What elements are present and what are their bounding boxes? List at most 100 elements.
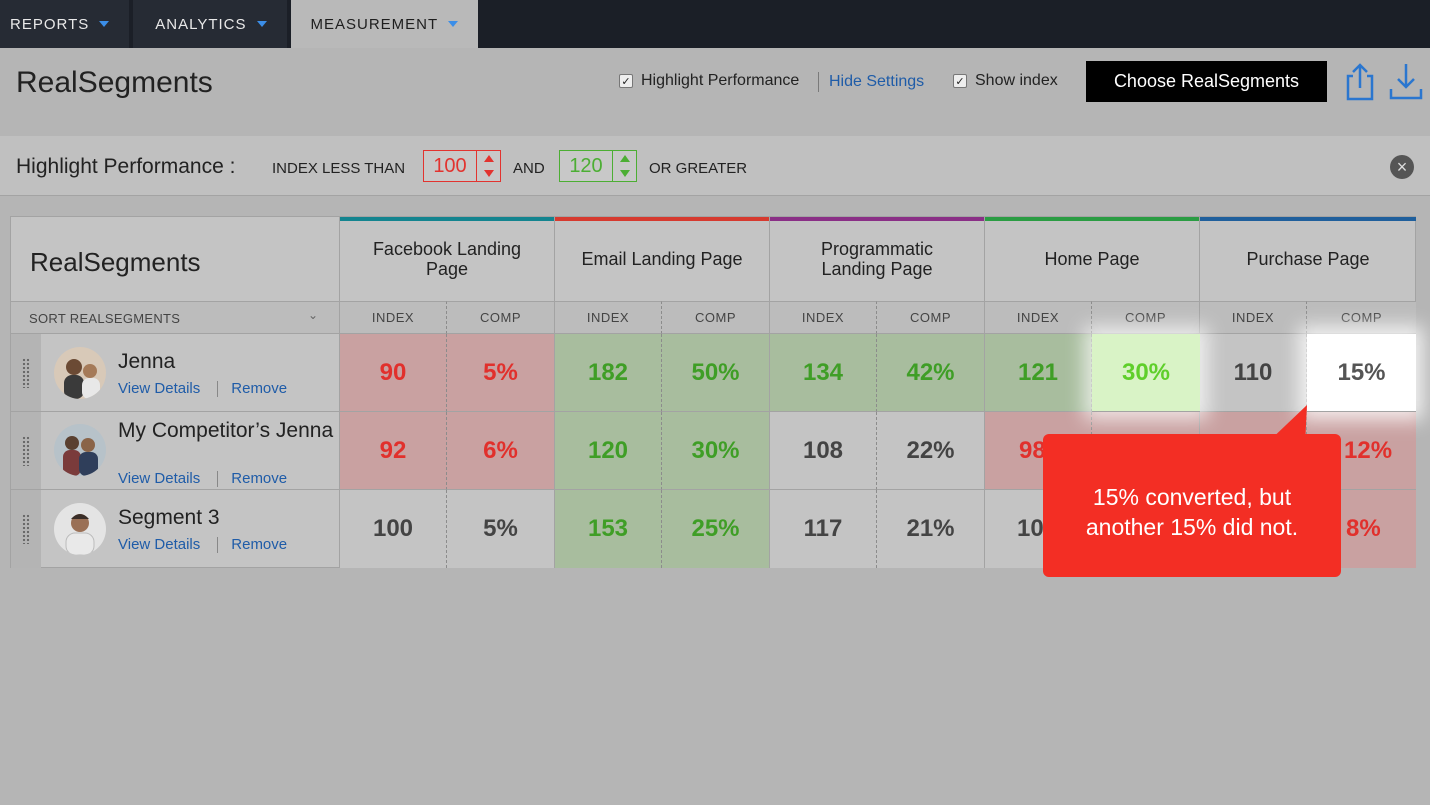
- index-column-header[interactable]: INDEX: [1200, 301, 1307, 334]
- index-cell: 121: [985, 334, 1092, 412]
- avatar: [54, 503, 106, 555]
- index-cell: 134: [770, 334, 877, 412]
- drag-handle-icon[interactable]: [11, 412, 41, 489]
- channel-header-email: Email Landing Page: [555, 217, 770, 301]
- low-threshold-value[interactable]: 100: [433, 154, 467, 177]
- channel-color-bar: [555, 217, 769, 221]
- and-label: AND: [513, 160, 545, 177]
- comp-column-header[interactable]: COMP: [877, 301, 985, 334]
- comp-cell: 50%: [662, 334, 770, 412]
- remove-link[interactable]: Remove: [231, 380, 288, 397]
- view-details-link[interactable]: View Details: [118, 470, 201, 487]
- tab-label: REPORTS: [10, 15, 90, 33]
- index-cell: 100: [340, 490, 447, 568]
- sort-label: SORT REALSEGMENTS: [29, 311, 181, 326]
- callout-line: 15% converted, but: [1092, 483, 1292, 510]
- index-column-header[interactable]: INDEX: [985, 301, 1092, 334]
- index-less-than-label: INDEX LESS THAN: [272, 160, 406, 177]
- tab-reports[interactable]: REPORTS: [0, 0, 130, 48]
- index-column-header[interactable]: INDEX: [340, 301, 447, 334]
- comp-cell: 22%: [877, 412, 985, 490]
- comp-cell: 5%: [447, 490, 555, 568]
- page-title: RealSegments: [16, 66, 213, 99]
- drag-handle-icon[interactable]: [11, 490, 41, 568]
- channel-name: Purchase Page: [1246, 249, 1370, 269]
- choose-realsegments-button[interactable]: Choose RealSegments: [1086, 61, 1327, 102]
- low-threshold-stepper[interactable]: 100: [423, 150, 501, 182]
- channel-color-bar: [770, 217, 984, 221]
- segments-title: RealSegments: [30, 247, 201, 277]
- hide-settings-link[interactable]: Hide Settings: [829, 73, 925, 90]
- segment-row: Segment 3 View Details Remove: [11, 490, 340, 568]
- index-cell: 110: [1200, 334, 1307, 412]
- channel-color-bar: [985, 217, 1199, 221]
- segment-name: Jenna: [118, 350, 176, 373]
- comp-cell: 30%: [662, 412, 770, 490]
- highlight-performance-toggle[interactable]: ✓ Highlight Performance: [619, 72, 799, 90]
- channel-name: Programmatic Landing Page: [820, 239, 934, 279]
- index-cell: 92: [340, 412, 447, 490]
- tab-analytics[interactable]: ANALYTICS: [133, 0, 287, 48]
- comp-column-header[interactable]: COMP: [1307, 301, 1416, 334]
- decrement-icon[interactable]: [477, 166, 500, 181]
- checkbox-checked-icon[interactable]: ✓: [953, 74, 967, 88]
- checkbox-checked-icon[interactable]: ✓: [619, 74, 633, 88]
- high-threshold-stepper[interactable]: 120: [559, 150, 637, 182]
- index-cell: 90: [340, 334, 447, 412]
- caret-down-icon: [99, 21, 110, 27]
- index-column-header[interactable]: INDEX: [770, 301, 877, 334]
- index-column-header[interactable]: INDEX: [555, 301, 662, 334]
- show-index-label: Show index: [975, 72, 1058, 89]
- show-index-toggle[interactable]: ✓ Show index: [953, 72, 1058, 90]
- decrement-icon[interactable]: [613, 166, 636, 181]
- comp-cell: 21%: [877, 490, 985, 568]
- channel-name: Home Page: [1044, 249, 1140, 269]
- highlight-performance-heading: Highlight Performance :: [16, 155, 236, 178]
- channel-color-bar: [1200, 217, 1416, 221]
- comp-cell: 5%: [447, 334, 555, 412]
- channel-color-bar: [340, 217, 554, 221]
- or-greater-label: OR GREATER: [649, 160, 748, 177]
- increment-icon[interactable]: [613, 151, 636, 166]
- comp-cell-highlighted: 15%: [1307, 334, 1416, 412]
- divider: [217, 536, 219, 553]
- avatar: [54, 424, 106, 476]
- view-details-link[interactable]: View Details: [118, 380, 201, 397]
- channel-header-home: Home Page: [985, 217, 1200, 301]
- comp-cell: 25%: [662, 490, 770, 568]
- remove-link[interactable]: Remove: [231, 470, 288, 487]
- high-threshold-value[interactable]: 120: [569, 154, 603, 177]
- comp-column-header[interactable]: COMP: [662, 301, 770, 334]
- share-icon[interactable]: [1342, 62, 1378, 102]
- remove-link[interactable]: Remove: [231, 536, 288, 553]
- divider: [217, 470, 219, 487]
- caret-down-icon: [256, 21, 267, 27]
- channel-name: Facebook Landing Page: [372, 239, 522, 279]
- increment-icon[interactable]: [477, 151, 500, 166]
- sort-realsegments-dropdown[interactable]: SORT REALSEGMENTS ⌄: [11, 301, 340, 334]
- segment-row: My Competitor’s Jenna View Details Remov…: [11, 412, 340, 490]
- download-icon[interactable]: [1388, 62, 1424, 102]
- comp-cell-highlighted: 30%: [1092, 334, 1200, 412]
- close-icon[interactable]: ×: [1390, 155, 1414, 179]
- index-cell: 120: [555, 412, 662, 490]
- view-details-link[interactable]: View Details: [118, 536, 201, 553]
- avatar: [54, 347, 106, 399]
- drag-handle-icon[interactable]: [11, 334, 41, 411]
- index-cell: 108: [770, 412, 877, 490]
- callout-line: another 15% did not.: [1085, 513, 1299, 540]
- segment-row: Jenna View Details Remove: [11, 334, 340, 412]
- comp-cell: 42%: [877, 334, 985, 412]
- index-cell: 153: [555, 490, 662, 568]
- channel-header-facebook: Facebook Landing Page: [340, 217, 555, 301]
- comp-column-header[interactable]: COMP: [1092, 301, 1200, 334]
- comp-cell: 6%: [447, 412, 555, 490]
- tab-label: MEASUREMENT: [310, 15, 439, 33]
- tab-label: ANALYTICS: [155, 15, 247, 33]
- index-cell: 117: [770, 490, 877, 568]
- annotation-callout: 15% converted, but another 15% did not.: [1043, 434, 1341, 577]
- chevron-down-icon: ⌄: [308, 308, 319, 322]
- caret-down-icon: [448, 21, 459, 27]
- comp-column-header[interactable]: COMP: [447, 301, 555, 334]
- tab-measurement[interactable]: MEASUREMENT: [290, 0, 479, 48]
